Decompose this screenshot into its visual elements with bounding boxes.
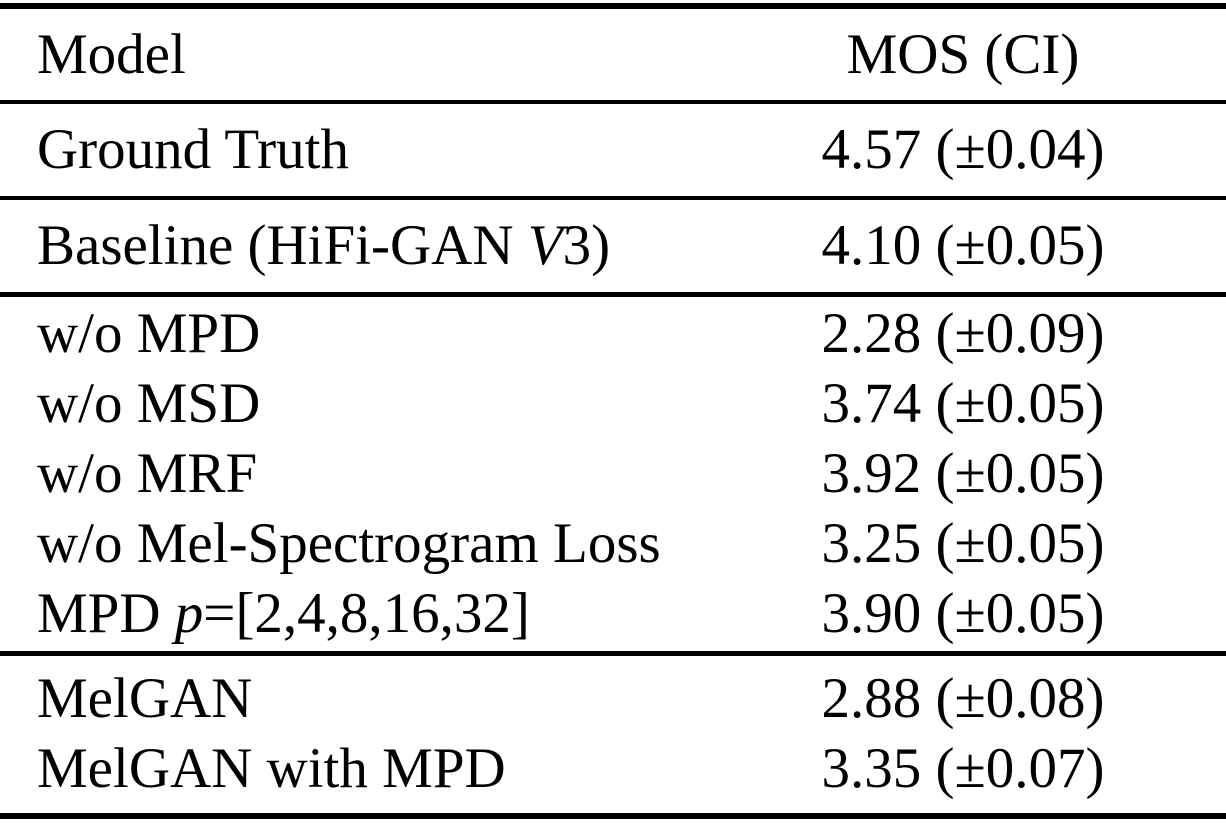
model-name: MelGAN with MPD [0,734,700,804]
table-row: w/o MSD 3.74 (±0.05) [0,369,1226,439]
table-rule-top [0,3,1226,9]
table-rule-bottom [0,813,1226,819]
table-rule-below-ablations [0,651,1226,656]
model-name: w/o MRF [0,439,700,509]
mos-value: 3.90 (±0.05) [821,582,1105,645]
table-row: Ground Truth 4.57 (±0.04) [0,115,1226,185]
model-label-part: Baseline (HiFi-GAN [37,214,528,277]
ablation-section: w/o MPD 2.28 (±0.09) w/o MSD 3.74 (±0.05… [0,297,1226,651]
header-row: Model MOS (CI) [0,20,1226,90]
mos-value: 2.88 (±0.08) [821,667,1105,730]
table-row: w/o MRF 3.92 (±0.05) [0,439,1226,509]
table-header-section: Model MOS (CI) [0,9,1226,100]
table-row: MelGAN with MPD 3.35 (±0.07) [0,734,1226,804]
model-name: Baseline (HiFi-GAN V3) [0,211,700,281]
table-row: MelGAN 2.88 (±0.08) [0,664,1226,734]
mos-value: 3.25 (±0.05) [821,512,1105,575]
table-row: Baseline (HiFi-GAN V3) 4.10 (±0.05) [0,211,1226,281]
mos-value: 2.28 (±0.09) [821,302,1105,365]
mos-value: 3.92 (±0.05) [821,442,1105,505]
baseline-section: Baseline (HiFi-GAN V3) 4.10 (±0.05) [0,200,1226,292]
model-label-part: MelGAN [37,667,253,730]
model-label-part: Ground Truth [37,118,349,181]
model-label-part: w/o MRF [37,442,258,505]
model-label-part: =[2,4,8,16,32] [203,582,530,645]
mos-value: 3.35 (±0.07) [821,737,1105,800]
table-row: w/o MPD 2.28 (±0.09) [0,299,1226,369]
ground-truth-section: Ground Truth 4.57 (±0.04) [0,104,1226,196]
table-row: MPD p=[2,4,8,16,32] 3.90 (±0.05) [0,579,1226,649]
table-row: w/o Mel-Spectrogram Loss 3.25 (±0.05) [0,509,1226,579]
model-label-part: MPD [37,582,175,645]
model-label-part: w/o Mel-Spectrogram Loss [37,512,661,575]
model-name: w/o MPD [0,299,700,369]
table-rule-below-baseline [0,292,1226,297]
column-header-model: Model [37,22,186,86]
model-label-part: w/o MPD [37,302,261,365]
mos-value: 3.74 (±0.05) [821,372,1105,435]
model-name: w/o MSD [0,369,700,439]
model-name: w/o Mel-Spectrogram Loss [0,509,700,579]
table-rule-below-ground-truth [0,196,1226,200]
mos-value: 4.10 (±0.05) [821,214,1105,277]
column-header-mos: MOS (CI) [846,22,1080,86]
mos-value: 4.57 (±0.04) [821,118,1105,181]
model-label-italic: p [174,582,204,645]
model-label-part: MelGAN with MPD [37,737,506,800]
model-name: MelGAN [0,664,700,734]
model-label-part: w/o MSD [37,372,261,435]
melgan-section: MelGAN 2.88 (±0.08) MelGAN with MPD 3.35… [0,656,1226,813]
model-name: MPD p=[2,4,8,16,32] [0,579,700,649]
model-label-part: 3) [562,214,611,277]
model-name: Ground Truth [0,115,700,185]
table-rule-below-header [0,100,1226,104]
model-label-italic: V [527,214,563,277]
